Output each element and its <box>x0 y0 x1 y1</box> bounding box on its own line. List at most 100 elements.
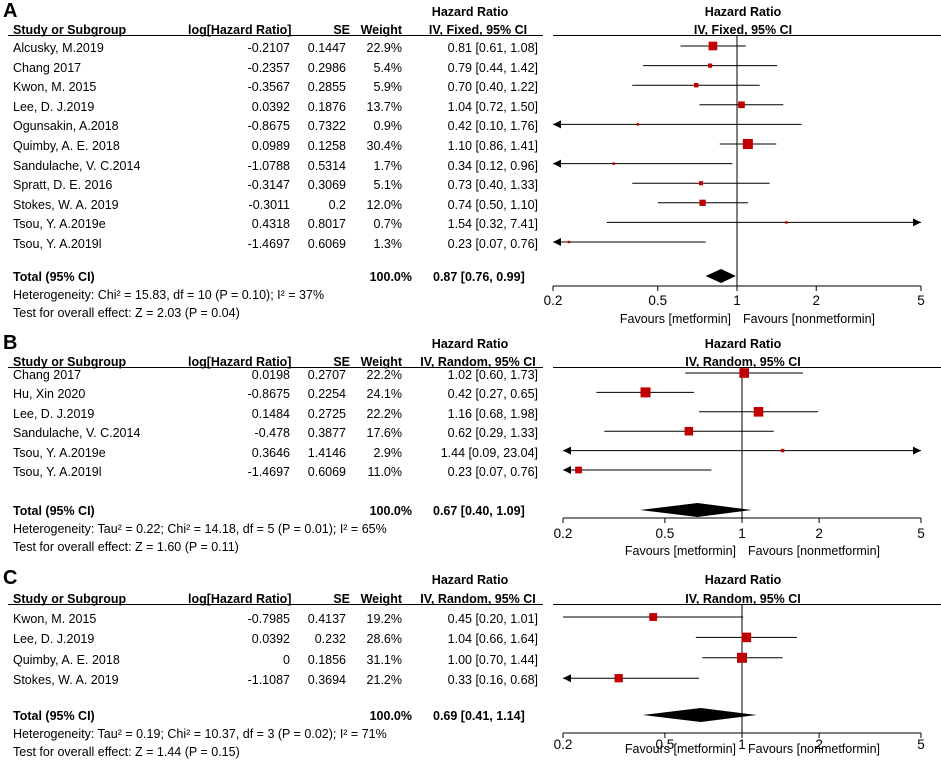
weight: 1.7% <box>373 158 403 173</box>
standard-error: 0.4137 <box>307 612 346 626</box>
x-axis-tick-label: 0.2 <box>553 737 573 752</box>
study-name: Stokes, W. A. 2019 <box>13 673 119 688</box>
total-weight: 100.0% <box>369 504 412 518</box>
study-name: Tsou, Y. A.2019l <box>13 465 102 479</box>
point-estimate-marker <box>780 448 785 453</box>
weight: 22.2% <box>366 368 402 382</box>
ci-arrow-left <box>553 120 561 129</box>
point-estimate-marker <box>640 387 651 398</box>
plot-title: Hazard Ratio <box>704 337 782 351</box>
favours-left-label: Favours [metformin] <box>624 544 736 558</box>
standard-error: 0.6069 <box>307 465 346 479</box>
hazard-ratio-ci: 0.62 [0.29, 1.33] <box>447 426 538 441</box>
log-hazard-ratio: 0.4318 <box>251 217 290 232</box>
weight: 19.2% <box>366 612 402 626</box>
overall-effect-test: Test for overall effect: Z = 2.03 (P = 0… <box>13 306 240 320</box>
log-hazard-ratio: -1.4697 <box>247 465 290 479</box>
x-axis-tick-label: 0.5 <box>648 293 668 308</box>
log-hazard-ratio: 0.0392 <box>251 632 290 647</box>
log-hazard-ratio: 0 <box>283 652 290 667</box>
weight: 13.7% <box>366 99 402 114</box>
col-header-study: Study or Subgroup <box>13 592 127 606</box>
favours-left-label: Favours [metformin] <box>619 312 731 326</box>
hazard-ratio-ci: 1.10 [0.86, 1.41] <box>447 139 538 153</box>
summary-diamond <box>642 708 757 722</box>
weight: 30.4% <box>366 139 402 153</box>
point-estimate-marker <box>753 407 764 417</box>
plot-header-rule <box>553 35 941 36</box>
point-estimate-marker <box>567 240 571 244</box>
standard-error: 1.4146 <box>307 445 346 460</box>
study-name: Ogunsakin, A.2018 <box>13 119 119 134</box>
study-name: Alcusky, M.2019 <box>13 41 104 55</box>
panel-label: B <box>3 332 18 354</box>
log-hazard-ratio: -1.4697 <box>247 237 290 251</box>
ci-arrow-left <box>563 674 571 683</box>
total-ci: 0.69 [0.41, 1.14] <box>433 709 525 723</box>
point-estimate-marker <box>612 162 615 165</box>
study-name: Tsou, Y. A.2019e <box>13 217 106 232</box>
x-axis-tick-label: 2 <box>815 737 823 752</box>
header-rule <box>8 604 543 605</box>
point-estimate-marker <box>698 181 704 186</box>
log-hazard-ratio: 0.3646 <box>251 445 290 460</box>
study-name: Stokes, W. A. 2019 <box>13 197 119 212</box>
weight: 5.4% <box>373 60 403 75</box>
hazard-ratio-ci: 0.33 [0.16, 0.68] <box>447 673 538 688</box>
x-axis-tick-label: 5 <box>917 526 925 541</box>
x-axis-tick-label: 0.2 <box>543 293 563 308</box>
header-rule <box>8 35 543 36</box>
column-group-title: Hazard Ratio <box>431 337 509 351</box>
total-weight: 100.0% <box>369 709 412 723</box>
standard-error: 0.3694 <box>307 673 346 688</box>
hazard-ratio-ci: 0.42 [0.27, 0.65] <box>447 387 538 402</box>
hazard-ratio-ci: 0.79 [0.44, 1.42] <box>447 60 538 75</box>
x-axis-tick-label: 1 <box>733 293 741 308</box>
col-header-weight: Weight <box>360 23 402 37</box>
log-hazard-ratio: -0.8675 <box>247 119 290 134</box>
col-header-se: SE <box>333 355 350 369</box>
standard-error: 0.8017 <box>307 217 346 232</box>
header-rule <box>8 367 543 368</box>
standard-error: 0.2725 <box>307 406 346 421</box>
col-header-weight: Weight <box>360 355 402 369</box>
plot-header-rule <box>553 367 941 368</box>
study-name: Tsou, Y. A.2019e <box>13 445 106 460</box>
plot-subtitle: IV, Fixed, 95% CI <box>693 23 793 37</box>
col-header-se: SE <box>333 23 350 37</box>
col-header-loghr: log[Hazard Ratio] <box>188 23 292 37</box>
point-estimate-marker <box>707 63 713 68</box>
hazard-ratio-ci: 0.45 [0.20, 1.01] <box>447 612 538 626</box>
col-header-se: SE <box>333 592 350 606</box>
ci-arrow-right <box>913 446 921 455</box>
point-estimate-marker <box>741 632 752 643</box>
weight: 5.1% <box>373 178 403 193</box>
hazard-ratio-ci: 0.73 [0.40, 1.33] <box>447 178 538 193</box>
favours-left-label: Favours [metformin] <box>624 742 736 756</box>
col-header-study: Study or Subgroup <box>13 23 127 37</box>
point-estimate-marker <box>636 123 640 126</box>
total-label: Total (95% CI) <box>13 709 95 723</box>
weight: 31.1% <box>366 652 402 667</box>
standard-error: 0.5314 <box>307 158 346 173</box>
log-hazard-ratio: -0.7985 <box>247 612 290 626</box>
log-hazard-ratio: -0.2357 <box>247 60 290 75</box>
study-name: Tsou, Y. A.2019l <box>13 237 102 251</box>
x-axis-tick-label: 2 <box>815 526 823 541</box>
study-name: Spratt, D. E. 2016 <box>13 178 113 193</box>
standard-error: 0.1447 <box>307 41 346 55</box>
study-name: Quimby, A. E. 2018 <box>13 139 120 153</box>
hazard-ratio-ci: 0.81 [0.61, 1.08] <box>447 41 538 55</box>
plot-title: Hazard Ratio <box>704 5 782 19</box>
col-header-ci: IV, Random, 95% CI <box>420 355 536 369</box>
plot-subtitle: IV, Random, 95% CI <box>685 355 801 369</box>
weight: 17.6% <box>366 426 402 441</box>
study-name: Lee, D. J.2019 <box>13 99 95 114</box>
study-name: Sandulache, V. C.2014 <box>13 426 141 441</box>
ci-arrow-left <box>563 466 571 474</box>
favours-right-label: Favours [nonmetformin] <box>748 742 880 756</box>
study-name: Sandulache, V. C.2014 <box>13 158 141 173</box>
weight: 0.7% <box>373 217 403 232</box>
